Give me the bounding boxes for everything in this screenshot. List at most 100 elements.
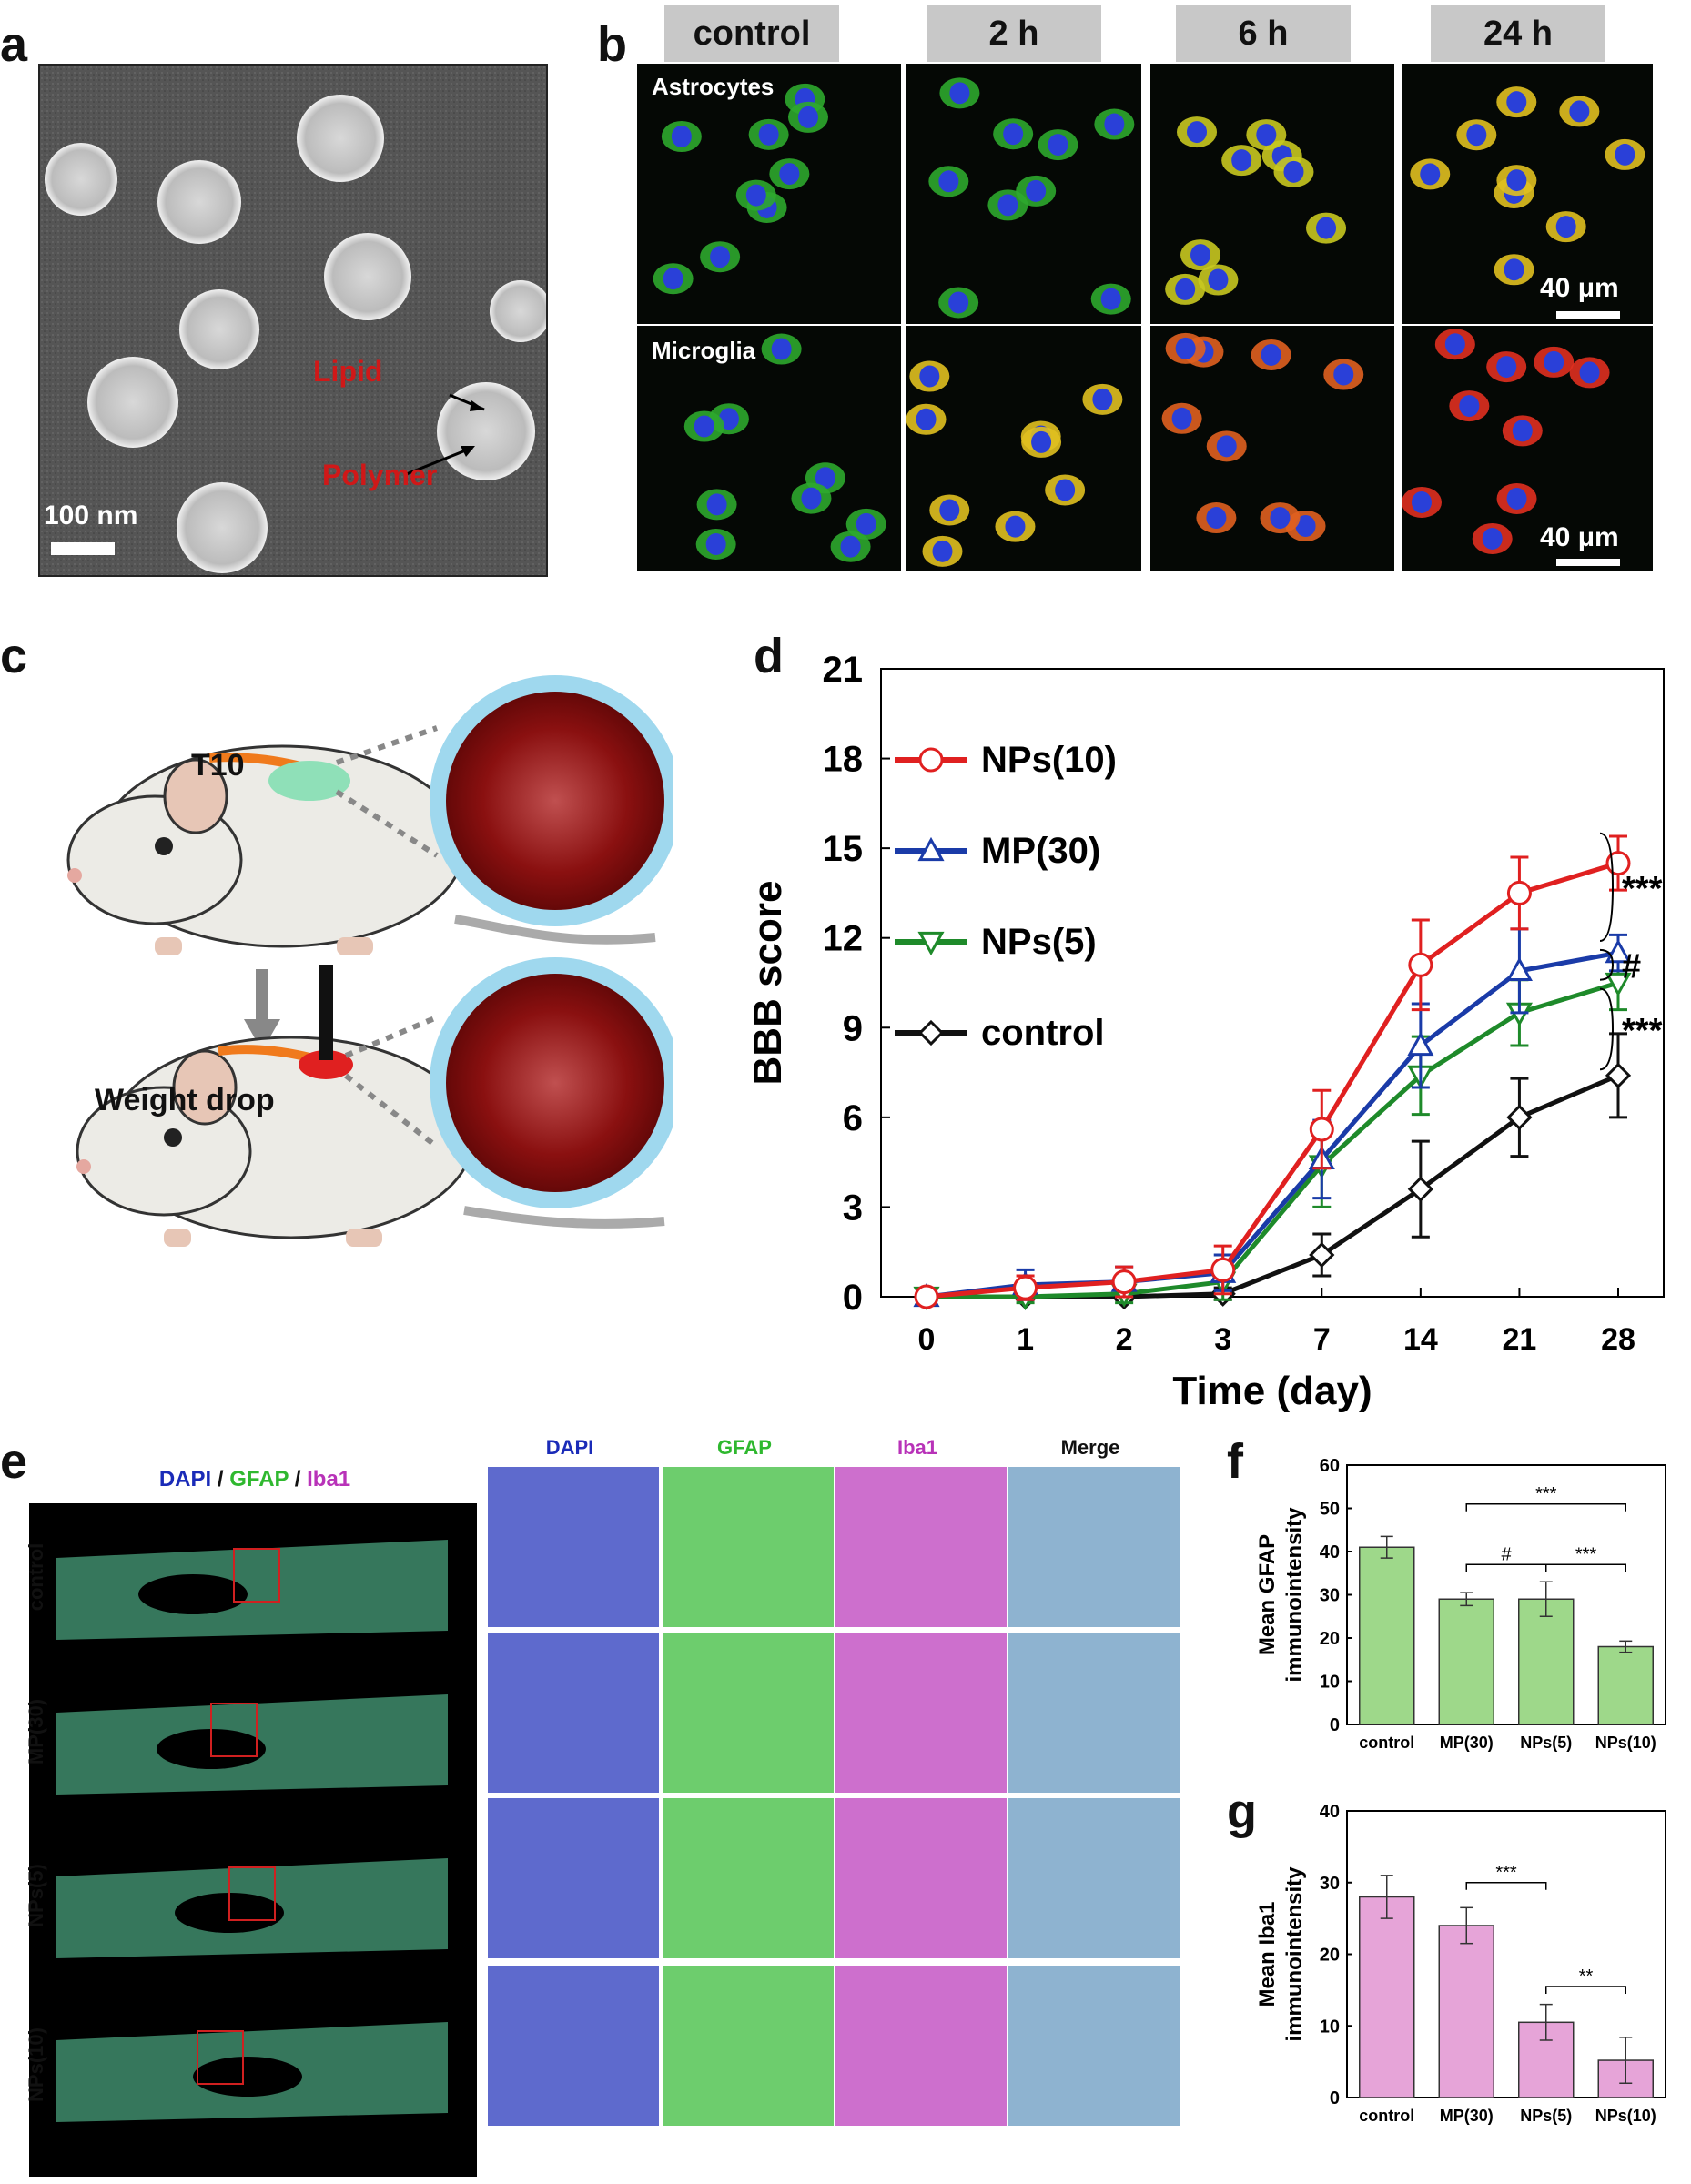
nucleus <box>1506 91 1527 114</box>
nucleus <box>1026 179 1047 202</box>
nucleus <box>1208 268 1229 291</box>
significance-label: *** <box>1535 1484 1557 1504</box>
nucleus <box>1283 160 1304 183</box>
gfap-bar-chart: 0 10 20 30 40 50 60 control MP(30) NPs(5) NPs(10) M… <box>1255 1456 1666 1752</box>
y-axis-label-line1: Mean Iba1 <box>1255 1901 1280 2007</box>
particle <box>87 357 178 448</box>
cells <box>906 360 1123 567</box>
nucleus <box>706 493 727 516</box>
iba1-bar-chart: 0 10 20 30 40 control MP(30) NPs(5) NPs(10) Mean … <box>1255 1802 1666 2125</box>
roi-box <box>210 1703 258 1757</box>
nucleus <box>1092 388 1113 410</box>
nucleus <box>1504 258 1524 281</box>
panel-label-b: b <box>597 17 627 72</box>
nucleus <box>815 467 835 490</box>
col-header-dapi: DAPI <box>545 1436 594 1459</box>
nucleus <box>1316 217 1337 239</box>
channel-image <box>835 1798 1007 1958</box>
data-point <box>1506 1104 1533 1130</box>
channel-image <box>663 1633 834 1793</box>
cell-image <box>637 64 901 324</box>
nucleus <box>1512 420 1533 442</box>
particle <box>157 160 241 244</box>
nucleus <box>671 126 692 148</box>
nucleus <box>1175 337 1196 359</box>
nucleus <box>779 163 800 186</box>
series-line <box>927 980 1619 1299</box>
nucleus <box>916 408 937 430</box>
nucleus <box>1466 124 1487 147</box>
channel-image <box>835 1467 1007 1627</box>
data-point <box>1605 972 1632 997</box>
cell-image <box>1150 64 1394 324</box>
particle <box>297 95 384 182</box>
channel-image <box>663 1798 834 1958</box>
cell-image <box>637 326 901 571</box>
channel-image <box>1008 1798 1180 1958</box>
mouse-top <box>66 744 656 956</box>
data-point <box>1013 1275 1038 1300</box>
nucleus <box>997 194 1018 217</box>
column-header-control: control <box>664 5 839 62</box>
x-tick-label: NPs(10) <box>1595 2107 1656 2125</box>
t10-label: T10 <box>191 748 245 783</box>
nucleus <box>1569 100 1590 123</box>
data-point <box>1506 880 1532 905</box>
lesion-cavity <box>138 1574 248 1614</box>
legend-label: control <box>981 1013 1105 1053</box>
nucleus <box>840 535 861 558</box>
significance-label: # <box>1501 1544 1512 1564</box>
row-label-nps10: NPs(10) <box>25 2027 47 2102</box>
y-tick-label: 20 <box>1320 1629 1340 1649</box>
nucleus <box>1206 507 1227 530</box>
nucleus <box>694 415 714 438</box>
cell-image <box>1402 64 1653 324</box>
data-point <box>1605 939 1632 964</box>
series-line <box>927 1073 1619 1299</box>
channel-image <box>488 1633 659 1793</box>
col-header-gfap: GFAP <box>717 1436 772 1459</box>
particle <box>177 482 268 573</box>
channel-image <box>488 1966 659 2126</box>
panel-label-d: d <box>754 629 784 683</box>
y-tick-label: 15 <box>823 829 864 869</box>
significance-label-1: *** <box>1622 870 1663 908</box>
nucleus <box>1055 479 1076 501</box>
scale-bar-label-e: 50 μm <box>1089 2149 1141 2169</box>
bar <box>1438 1598 1494 1725</box>
row-label-mp30: MP(30) <box>25 1698 47 1765</box>
x-tick-label: NPs(5) <box>1520 2107 1572 2125</box>
data-point <box>1407 1176 1433 1202</box>
nucleus <box>1482 527 1503 550</box>
x-tick-label: control <box>1359 1734 1414 1752</box>
nucleus <box>1003 123 1024 146</box>
panel-label-f: f <box>1227 1434 1243 1489</box>
cells <box>653 83 828 295</box>
nucleus <box>1048 134 1068 157</box>
data-point <box>1210 1257 1236 1282</box>
y-tick-label: 12 <box>823 919 864 959</box>
x-tick-label: 28 <box>1601 1322 1635 1357</box>
row-label-control: control <box>25 1542 47 1612</box>
nucleus <box>710 246 731 268</box>
nucleus <box>663 268 683 290</box>
data-point <box>918 747 944 773</box>
nucleus <box>1175 278 1196 300</box>
nucleus <box>771 338 792 360</box>
channel-image <box>1008 1966 1180 2126</box>
y-axis-label-line2: immunointensity <box>1282 1866 1307 2042</box>
cell-image <box>1402 326 1653 571</box>
nucleus <box>1420 163 1441 186</box>
channel-image <box>488 1798 659 1958</box>
y-tick-label: 40 <box>1320 1542 1340 1562</box>
significance-bracket <box>1465 1563 1547 1572</box>
roi-box <box>233 1548 280 1603</box>
nucleus <box>1216 435 1237 458</box>
y-tick-label: 9 <box>843 1008 863 1048</box>
nucleus <box>1496 356 1517 379</box>
nucleus <box>1459 395 1480 418</box>
scale-bar-label-astro: 40 μm <box>1540 273 1619 303</box>
roi-box <box>197 2030 244 2085</box>
channel-image <box>835 1966 1007 2126</box>
y-axis-label-line2: immunointensity <box>1282 1507 1307 1683</box>
